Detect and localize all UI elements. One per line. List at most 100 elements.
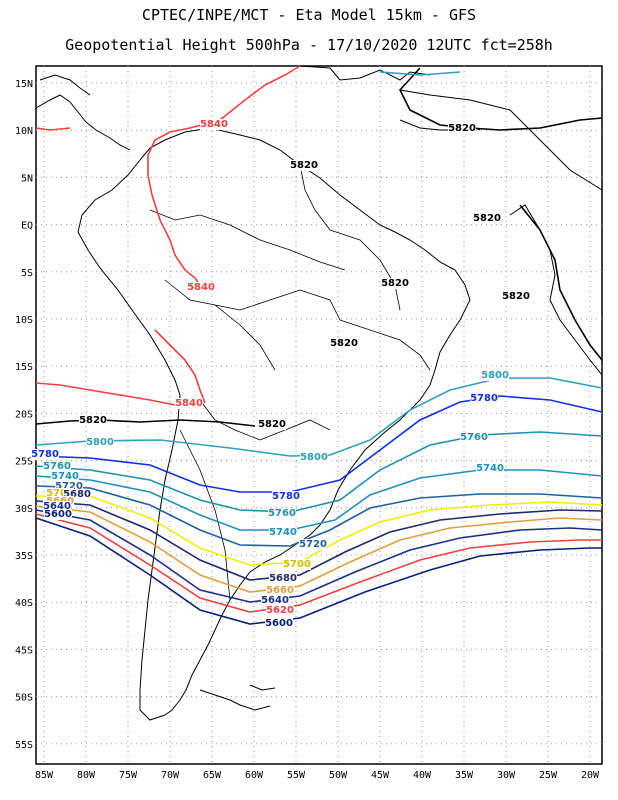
contour-5820 [35,419,256,427]
contour-label: 5760 [460,432,488,443]
contour-label-bg [86,437,114,448]
contour-5620 [35,513,602,613]
lat-tick-label: 55S [15,740,33,751]
contour-5600 [35,517,602,625]
contour-5800 [35,377,603,457]
lon-tick-label: 35W [455,770,474,781]
border-bolivia [164,279,276,371]
contour-label: 5680 [63,489,91,500]
contour-label: 5840 [200,119,228,130]
contour-label: 5700 [283,559,311,570]
lat-tick-label: 5S [21,268,33,279]
lat-tick-label: EQ [21,221,33,232]
contour-5760 [35,431,603,513]
contour-label: 5620 [266,605,294,616]
map-frame [35,65,603,765]
border-chile-argentina [179,429,231,601]
lon-tick-label: 60W [245,770,264,781]
lat-tick-label: 15N [15,79,33,90]
lat-tick-label: 15S [15,362,33,373]
contour-label: 5600 [265,618,293,629]
lat-tick-label: 30S [15,504,33,515]
lon-tick-label: 25W [539,770,558,781]
contour-label: 5820 [79,415,107,426]
lat-tick-label: 5N [21,173,33,184]
contour-label-bg [266,585,294,596]
contour-label: 5780 [272,491,300,502]
lon-tick-label: 30W [497,770,516,781]
contour-label-bg [460,432,488,443]
contour-5640 [35,509,603,603]
contour-label-bg [300,452,328,463]
lon-tick-label: 40W [413,770,432,781]
contour-label: 5820 [381,278,409,289]
contour-label-bg [187,282,215,293]
contour-5840-pacific [35,382,176,406]
contour-label: 5840 [187,282,215,293]
contour-label-bg [44,509,72,520]
contour-labels: 5840 5820 5820 5820 5840 5820 5820 5820 5800 5780… [31,119,530,629]
contour-label-bg [258,419,286,430]
contour-label-bg [381,278,409,289]
country-borders [149,164,431,601]
contour-label-bg [272,491,300,502]
contour-label-bg [79,415,107,426]
contour-label-bg [43,461,71,472]
contour-label-bg [470,393,498,404]
contour-label: 5660 [266,585,294,596]
contour-5660 [35,505,603,593]
lat-tick-label: 40S [15,598,33,609]
contour-label: 5800 [86,437,114,448]
coast-africa-east-edge [509,204,603,376]
contour-label-bg [269,527,297,538]
contour-5680 [35,500,603,581]
coast-mexico [39,74,91,96]
lat-tick-label: 10S [15,315,33,326]
contour-label-bg [200,119,228,130]
lon-tick-label: 80W [77,770,96,781]
lat-tick-label: 25S [15,457,33,468]
contour-label: 5600 [44,509,72,520]
contour-label: 5680 [269,573,297,584]
contour-label: 5780 [31,449,59,460]
contour-label-bg [31,449,59,460]
contour-label: 5760 [268,508,296,519]
lat-tick-label: 35S [15,551,33,562]
contour-label: 5760 [43,461,71,472]
contour-label-bg [63,489,91,500]
contour-label-bg [299,539,327,550]
contour-label-bg [283,559,311,570]
contour-label: 5640 [43,501,71,512]
contour-label-bg [175,398,203,409]
contour-label: 5820 [473,213,501,224]
contour-label: 5820 [330,338,358,349]
contour-label-bg [46,488,74,499]
lon-tick-label: 85W [35,770,54,781]
contour-label: 5820 [502,291,530,302]
contour-label: 5800 [300,452,328,463]
coast-south-america-west [77,159,181,721]
lon-tick-label: 50W [329,770,348,781]
contour-label-bg [266,605,294,616]
contour-label: 5640 [261,595,289,606]
contour-label: 5740 [269,527,297,538]
contour-label: 5820 [290,160,318,171]
contour-5820-north-atl [399,67,603,131]
graticule [36,66,602,764]
contour-label-bg [265,618,293,629]
lat-tick-label: 50S [15,693,33,704]
lat-tick-label: 45S [15,645,33,656]
border-brazil-north [329,229,401,311]
border-venezuela [299,164,331,231]
contour-label-bg [502,291,530,302]
lon-tick-label: 65W [203,770,222,781]
lat-tick-label: 10N [15,126,33,137]
border-brazil-central [339,319,431,371]
coastlines [35,65,603,721]
lon-tick-label: 70W [161,770,180,781]
lon-tick-label: 75W [119,770,138,781]
contour-5700 [36,495,603,566]
contour-label: 5840 [175,398,203,409]
contour-5780 [35,395,603,493]
